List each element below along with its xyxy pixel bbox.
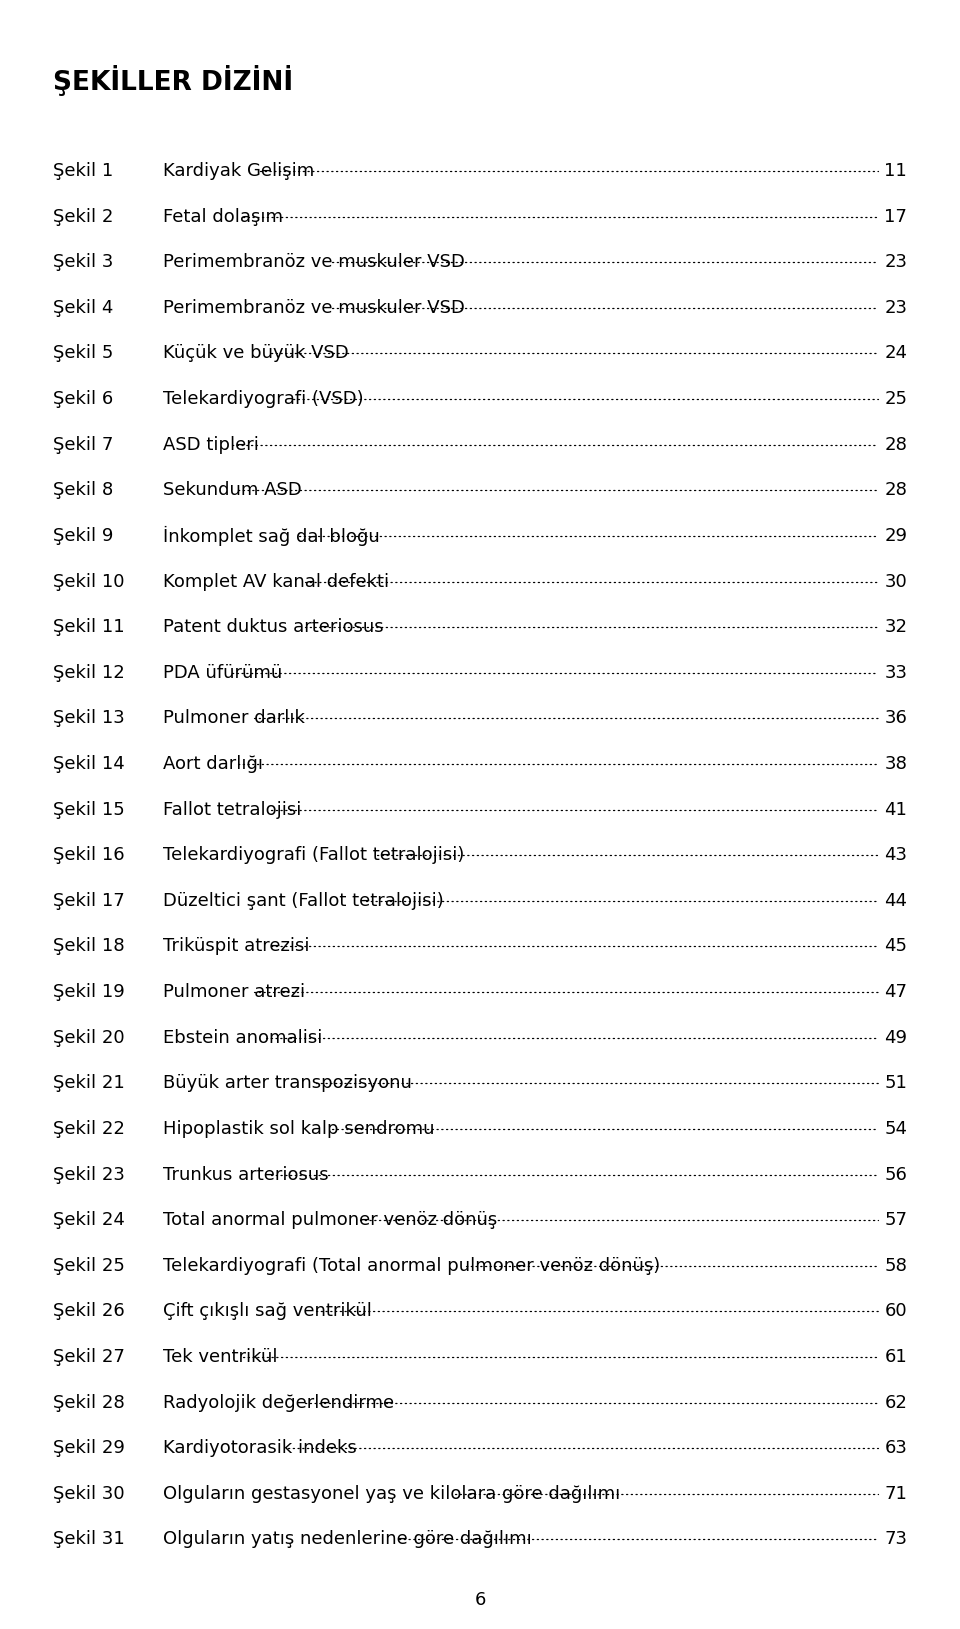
Text: Patent duktus arteriosus: Patent duktus arteriosus [163, 617, 384, 637]
Text: Şekil 2: Şekil 2 [53, 207, 113, 226]
Text: 6: 6 [474, 1590, 486, 1609]
Text: Kardiyotorasik indeks: Kardiyotorasik indeks [163, 1438, 357, 1458]
Text: Telekardiyografi (VSD): Telekardiyografi (VSD) [163, 389, 364, 409]
Text: Ebstein anomalisi: Ebstein anomalisi [163, 1028, 323, 1047]
Text: Şekil 28: Şekil 28 [53, 1393, 125, 1412]
Text: 58: 58 [884, 1256, 907, 1276]
Text: Şekil 15: Şekil 15 [53, 800, 125, 819]
Text: 57: 57 [884, 1210, 907, 1230]
Text: Olguların yatış nedenlerine göre dağılımı: Olguların yatış nedenlerine göre dağılım… [163, 1530, 532, 1549]
Text: Şekil 4: Şekil 4 [53, 298, 113, 318]
Text: 45: 45 [884, 937, 907, 956]
Text: Şekil 30: Şekil 30 [53, 1484, 125, 1504]
Text: 43: 43 [884, 845, 907, 865]
Text: 28: 28 [884, 481, 907, 500]
Text: 11: 11 [884, 161, 907, 181]
Text: Şekil 27: Şekil 27 [53, 1347, 125, 1367]
Text: Komplet AV kanal defekti: Komplet AV kanal defekti [163, 572, 390, 591]
Text: 61: 61 [884, 1347, 907, 1367]
Text: Şekil 13: Şekil 13 [53, 709, 125, 728]
Text: 49: 49 [884, 1028, 907, 1047]
Text: PDA üfürümü: PDA üfürümü [163, 663, 282, 683]
Text: Trunkus arteriosus: Trunkus arteriosus [163, 1165, 329, 1184]
Text: Şekil 20: Şekil 20 [53, 1028, 125, 1047]
Text: Şekil 16: Şekil 16 [53, 845, 125, 865]
Text: Şekil 1: Şekil 1 [53, 161, 113, 181]
Text: ASD tipleri: ASD tipleri [163, 435, 259, 454]
Text: Şekil 5: Şekil 5 [53, 344, 113, 363]
Text: Kardiyak Gelişim: Kardiyak Gelişim [163, 161, 315, 181]
Text: Şekil 8: Şekil 8 [53, 481, 113, 500]
Text: 47: 47 [884, 982, 907, 1002]
Text: Triküspit atrezisi: Triküspit atrezisi [163, 937, 310, 956]
Text: 60: 60 [884, 1302, 907, 1321]
Text: İnkomplet sağ dal bloğu: İnkomplet sağ dal bloğu [163, 526, 380, 546]
Text: Şekil 14: Şekil 14 [53, 754, 125, 774]
Text: Şekil 7: Şekil 7 [53, 435, 113, 454]
Text: Perimembranöz ve muskuler VSD: Perimembranöz ve muskuler VSD [163, 298, 465, 318]
Text: Küçük ve büyük VSD: Küçük ve büyük VSD [163, 344, 348, 363]
Text: 56: 56 [884, 1165, 907, 1184]
Text: 29: 29 [884, 526, 907, 546]
Text: Tek ventrikül: Tek ventrikül [163, 1347, 277, 1367]
Text: 51: 51 [884, 1074, 907, 1093]
Text: Şekil 12: Şekil 12 [53, 663, 125, 683]
Text: 23: 23 [884, 252, 907, 272]
Text: Şekil 19: Şekil 19 [53, 982, 125, 1002]
Text: Total anormal pulmoner venöz dönüş: Total anormal pulmoner venöz dönüş [163, 1210, 497, 1230]
Text: Şekil 3: Şekil 3 [53, 252, 113, 272]
Text: 32: 32 [884, 617, 907, 637]
Text: Şekil 25: Şekil 25 [53, 1256, 125, 1276]
Text: Telekardiyografi (Total anormal pulmoner venöz dönüş): Telekardiyografi (Total anormal pulmoner… [163, 1256, 660, 1276]
Text: 54: 54 [884, 1119, 907, 1139]
Text: Olguların gestasyonel yaş ve kilolara göre dağılımı: Olguların gestasyonel yaş ve kilolara gö… [163, 1484, 620, 1504]
Text: Radyolojik değerlendirme: Radyolojik değerlendirme [163, 1393, 395, 1412]
Text: Şekil 29: Şekil 29 [53, 1438, 125, 1458]
Text: Şekil 31: Şekil 31 [53, 1530, 125, 1549]
Text: Telekardiyografi (Fallot tetralojisi): Telekardiyografi (Fallot tetralojisi) [163, 845, 465, 865]
Text: 24: 24 [884, 344, 907, 363]
Text: 41: 41 [884, 800, 907, 819]
Text: 33: 33 [884, 663, 907, 683]
Text: Şekil 11: Şekil 11 [53, 617, 125, 637]
Text: Şekil 21: Şekil 21 [53, 1074, 125, 1093]
Text: Şekil 22: Şekil 22 [53, 1119, 125, 1139]
Text: Perimembranöz ve muskuler VSD: Perimembranöz ve muskuler VSD [163, 252, 465, 272]
Text: 36: 36 [884, 709, 907, 728]
Text: Fetal dolaşım: Fetal dolaşım [163, 207, 283, 226]
Text: ŞEKİLLER DİZİNİ: ŞEKİLLER DİZİNİ [53, 65, 293, 96]
Text: Aort darlığı: Aort darlığı [163, 754, 263, 774]
Text: Şekil 23: Şekil 23 [53, 1165, 125, 1184]
Text: Şekil 6: Şekil 6 [53, 389, 113, 409]
Text: 23: 23 [884, 298, 907, 318]
Text: Büyük arter transpozisyonu: Büyük arter transpozisyonu [163, 1074, 412, 1093]
Text: Fallot tetralojisi: Fallot tetralojisi [163, 800, 301, 819]
Text: Çift çıkışlı sağ ventrikül: Çift çıkışlı sağ ventrikül [163, 1302, 372, 1321]
Text: Hipoplastik sol kalp sendromu: Hipoplastik sol kalp sendromu [163, 1119, 435, 1139]
Text: 25: 25 [884, 389, 907, 409]
Text: Pulmoner darlık: Pulmoner darlık [163, 709, 305, 728]
Text: 73: 73 [884, 1530, 907, 1549]
Text: 62: 62 [884, 1393, 907, 1412]
Text: 44: 44 [884, 891, 907, 911]
Text: Şekil 18: Şekil 18 [53, 937, 125, 956]
Text: Şekil 17: Şekil 17 [53, 891, 125, 911]
Text: 28: 28 [884, 435, 907, 454]
Text: Şekil 26: Şekil 26 [53, 1302, 125, 1321]
Text: 71: 71 [884, 1484, 907, 1504]
Text: Düzeltici şant (Fallot tetralojisi): Düzeltici şant (Fallot tetralojisi) [163, 891, 444, 911]
Text: 30: 30 [884, 572, 907, 591]
Text: Şekil 24: Şekil 24 [53, 1210, 125, 1230]
Text: 17: 17 [884, 207, 907, 226]
Text: Şekil 10: Şekil 10 [53, 572, 124, 591]
Text: Şekil 9: Şekil 9 [53, 526, 113, 546]
Text: 38: 38 [884, 754, 907, 774]
Text: 63: 63 [884, 1438, 907, 1458]
Text: Pulmoner atrezi: Pulmoner atrezi [163, 982, 305, 1002]
Text: Sekundum ASD: Sekundum ASD [163, 481, 302, 500]
